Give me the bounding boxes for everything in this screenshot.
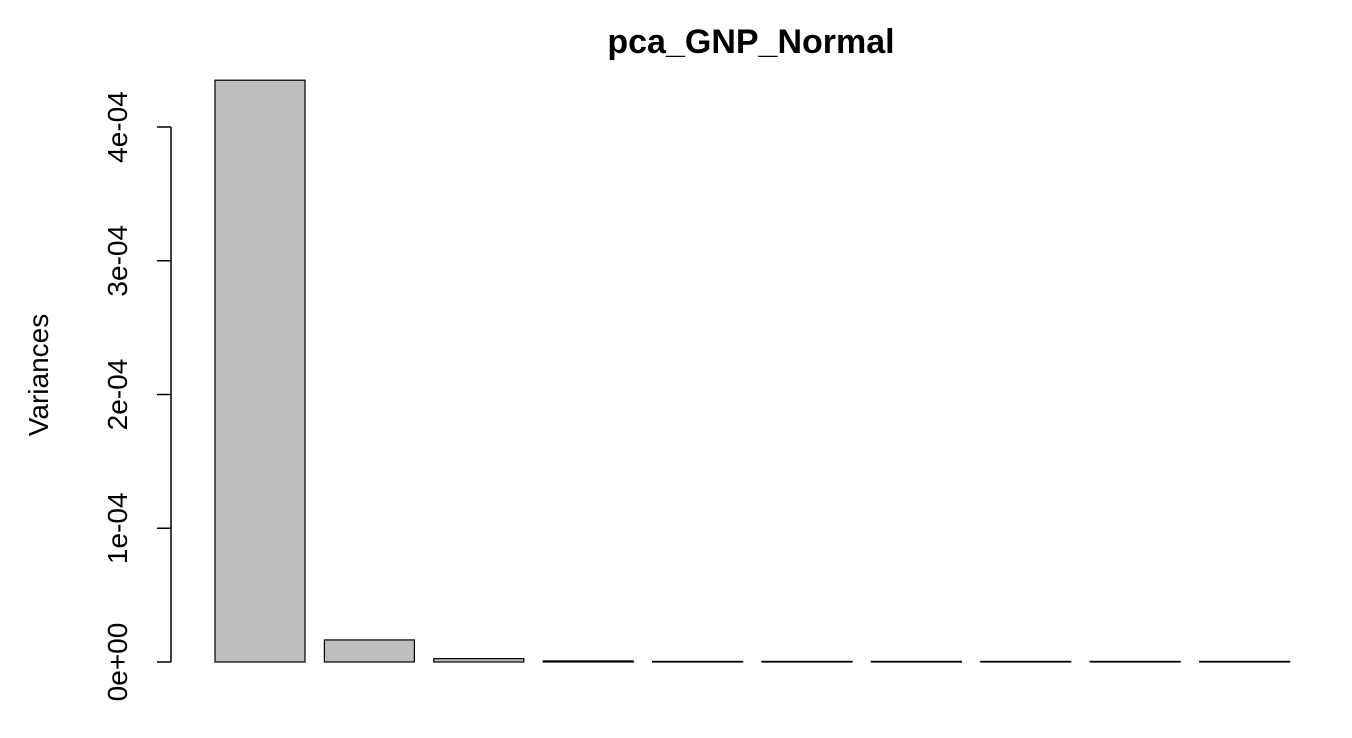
bars [214, 79, 1291, 663]
bar-1 [214, 79, 306, 663]
bar-5 [651, 660, 744, 663]
y-tick-label: 3e-04 [102, 225, 133, 297]
bar-3 [433, 658, 525, 663]
y-tick-label: 0e+00 [102, 623, 133, 702]
bar-10 [1198, 660, 1291, 663]
bar-7 [870, 660, 963, 663]
y-tick-label: 4e-04 [102, 91, 133, 163]
y-tick-label: 1e-04 [102, 492, 133, 564]
chart-title: pca_GNP_Normal [607, 23, 894, 61]
bar-6 [761, 660, 853, 663]
y-tick-label: 2e-04 [102, 359, 133, 431]
y-axis: 0e+00 1e-04 2e-04 3e-04 4e-04 [102, 91, 172, 702]
bar-4 [542, 660, 634, 663]
bar-8 [980, 660, 1072, 663]
bar-9 [1089, 660, 1181, 663]
bar-2 [323, 639, 415, 663]
y-axis-label: Variances [23, 314, 54, 436]
